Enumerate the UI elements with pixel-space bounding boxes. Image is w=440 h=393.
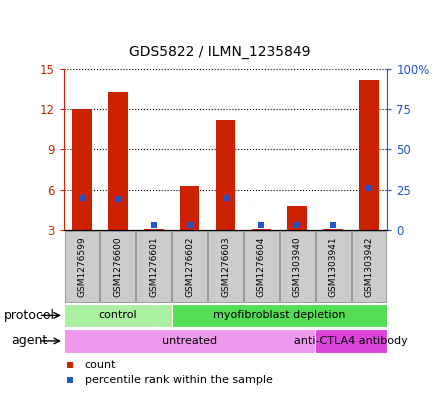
Bar — [287, 206, 307, 230]
Bar — [208, 231, 243, 302]
Bar — [352, 231, 386, 302]
Text: anti-CTLA4 antibody: anti-CTLA4 antibody — [294, 336, 408, 346]
Bar — [280, 231, 315, 302]
Bar — [144, 229, 164, 230]
Text: GSM1276602: GSM1276602 — [185, 236, 194, 296]
Text: protocol: protocol — [4, 309, 55, 322]
Text: GSM1276600: GSM1276600 — [113, 236, 122, 297]
Bar — [252, 229, 271, 230]
Bar — [316, 231, 351, 302]
Bar — [323, 229, 343, 230]
Bar — [64, 304, 172, 327]
Bar — [72, 109, 92, 230]
Text: myofibroblast depletion: myofibroblast depletion — [213, 310, 346, 320]
Text: GSM1276604: GSM1276604 — [257, 236, 266, 296]
Text: GSM1276603: GSM1276603 — [221, 236, 230, 297]
Text: untreated: untreated — [162, 336, 217, 346]
Bar — [216, 120, 235, 230]
Bar — [315, 329, 387, 353]
Text: GSM1276601: GSM1276601 — [149, 236, 158, 297]
Text: agent: agent — [11, 334, 48, 347]
Bar — [100, 231, 135, 302]
Text: percentile rank within the sample: percentile rank within the sample — [85, 375, 273, 385]
Bar — [136, 231, 171, 302]
Text: GSM1303940: GSM1303940 — [293, 236, 302, 297]
Bar — [172, 231, 207, 302]
Bar — [172, 304, 387, 327]
Bar — [108, 92, 128, 230]
Text: GSM1303941: GSM1303941 — [329, 236, 338, 297]
Bar — [64, 329, 315, 353]
Text: control: control — [99, 310, 137, 320]
Text: GSM1303942: GSM1303942 — [365, 236, 374, 296]
Bar — [244, 231, 279, 302]
Bar — [359, 79, 379, 230]
Bar — [180, 185, 199, 230]
Text: GSM1276599: GSM1276599 — [77, 236, 86, 297]
Text: count: count — [85, 360, 116, 370]
Text: GDS5822 / ILMN_1235849: GDS5822 / ILMN_1235849 — [129, 45, 311, 59]
Bar — [65, 231, 99, 302]
